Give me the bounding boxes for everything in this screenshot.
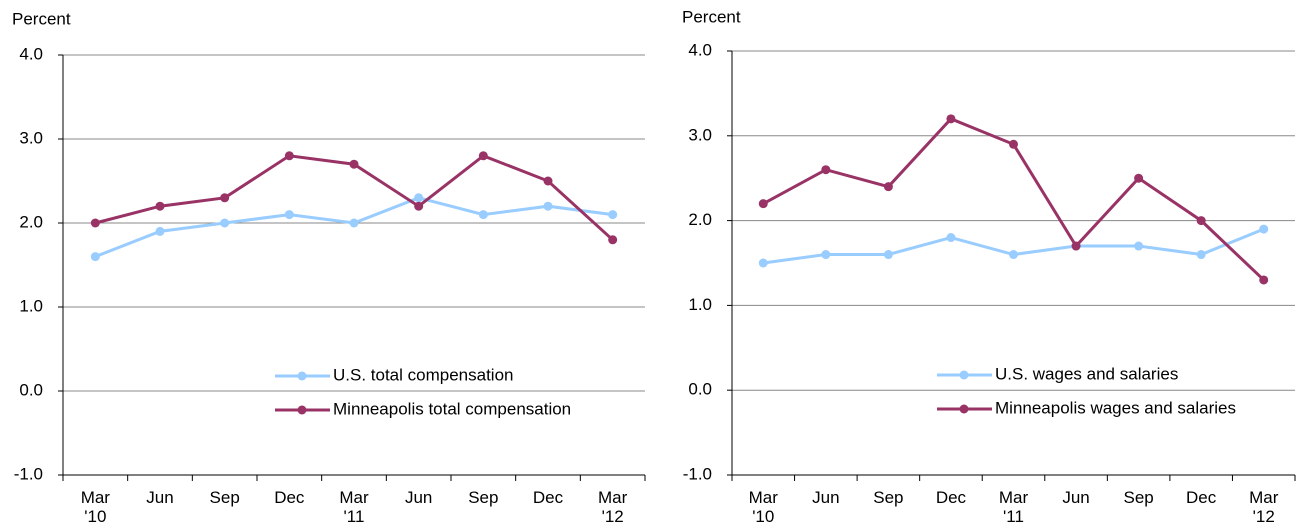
y-tick-label: -1.0 bbox=[683, 464, 712, 483]
x-tick-label: Sep bbox=[468, 488, 499, 507]
x-tick-label: Dec bbox=[274, 488, 305, 507]
x-tick-label: Mar '12 bbox=[1249, 488, 1279, 526]
data-point bbox=[90, 252, 100, 262]
y-tick-label: 3.0 bbox=[688, 125, 712, 144]
data-point bbox=[1259, 224, 1269, 234]
x-tick-label: Dec bbox=[532, 488, 564, 507]
y-tick-label: 4.0 bbox=[688, 40, 712, 59]
data-point bbox=[543, 201, 553, 211]
data-point bbox=[883, 182, 893, 192]
x-tick-label: Mar '12 bbox=[598, 488, 628, 526]
data-point bbox=[90, 218, 100, 228]
data-point bbox=[946, 114, 956, 124]
data-point bbox=[1134, 173, 1144, 183]
x-tick-label: Jun bbox=[404, 488, 433, 507]
legend-marker bbox=[297, 405, 307, 415]
y-tick-label: 0.0 bbox=[688, 380, 712, 399]
data-point bbox=[478, 210, 488, 220]
x-tick-label: Mar '11 bbox=[998, 488, 1029, 526]
y-tick-label: -1.0 bbox=[14, 464, 43, 483]
x-tick-label: Sep bbox=[1123, 488, 1154, 507]
data-point bbox=[414, 201, 424, 211]
data-point bbox=[349, 218, 359, 228]
data-point bbox=[1196, 216, 1206, 226]
data-point bbox=[1071, 241, 1081, 251]
data-point bbox=[284, 151, 294, 161]
data-point bbox=[1259, 275, 1269, 285]
data-point bbox=[758, 199, 768, 209]
y-tick-label: 3.0 bbox=[19, 128, 43, 147]
legend-marker bbox=[959, 370, 969, 380]
legend-label: U.S. wages and salaries bbox=[995, 364, 1178, 383]
y-tick-label: 2.0 bbox=[688, 210, 712, 229]
data-point bbox=[220, 218, 230, 228]
data-point bbox=[478, 151, 488, 161]
y-axis-label: Percent bbox=[682, 7, 741, 26]
x-tick-label: Mar '11 bbox=[339, 488, 369, 526]
x-tick-label: Dec bbox=[935, 488, 967, 507]
data-point bbox=[284, 210, 294, 220]
data-point bbox=[821, 165, 831, 175]
legend-marker bbox=[297, 371, 307, 381]
data-point bbox=[946, 233, 956, 243]
data-point bbox=[1196, 250, 1206, 260]
data-point bbox=[758, 258, 768, 268]
data-point bbox=[220, 193, 230, 203]
x-tick-label: Jun bbox=[812, 488, 840, 507]
data-point bbox=[821, 250, 831, 260]
y-tick-label: 2.0 bbox=[19, 212, 43, 231]
x-tick-label: Mar '10 bbox=[748, 488, 778, 526]
data-point bbox=[155, 226, 165, 236]
data-point bbox=[608, 235, 618, 245]
legend-marker bbox=[959, 404, 969, 414]
y-tick-label: 1.0 bbox=[19, 296, 43, 315]
data-point bbox=[1009, 250, 1018, 260]
x-tick-label: Jun bbox=[146, 488, 174, 507]
data-point bbox=[608, 210, 618, 220]
data-point bbox=[1134, 241, 1144, 251]
x-tick-label: Sep bbox=[209, 488, 240, 507]
data-point bbox=[1009, 139, 1018, 149]
y-tick-label: 4.0 bbox=[19, 44, 43, 63]
legend-label: Minneapolis wages and salaries bbox=[995, 398, 1236, 417]
data-point bbox=[155, 201, 165, 211]
y-tick-label: 1.0 bbox=[688, 295, 712, 314]
y-tick-label: 0.0 bbox=[19, 380, 43, 399]
data-point bbox=[349, 159, 359, 169]
legend-label: Minneapolis total compensation bbox=[333, 399, 571, 418]
x-tick-label: Dec bbox=[1186, 488, 1217, 507]
legend-label: U.S. total compensation bbox=[333, 365, 513, 384]
data-point bbox=[414, 193, 424, 203]
x-tick-label: Jun bbox=[1062, 488, 1090, 507]
x-tick-label: Mar '10 bbox=[80, 488, 110, 526]
y-axis-label: Percent bbox=[12, 9, 71, 28]
x-tick-label: Sep bbox=[873, 488, 904, 507]
data-point bbox=[883, 250, 893, 260]
data-point bbox=[543, 176, 553, 186]
